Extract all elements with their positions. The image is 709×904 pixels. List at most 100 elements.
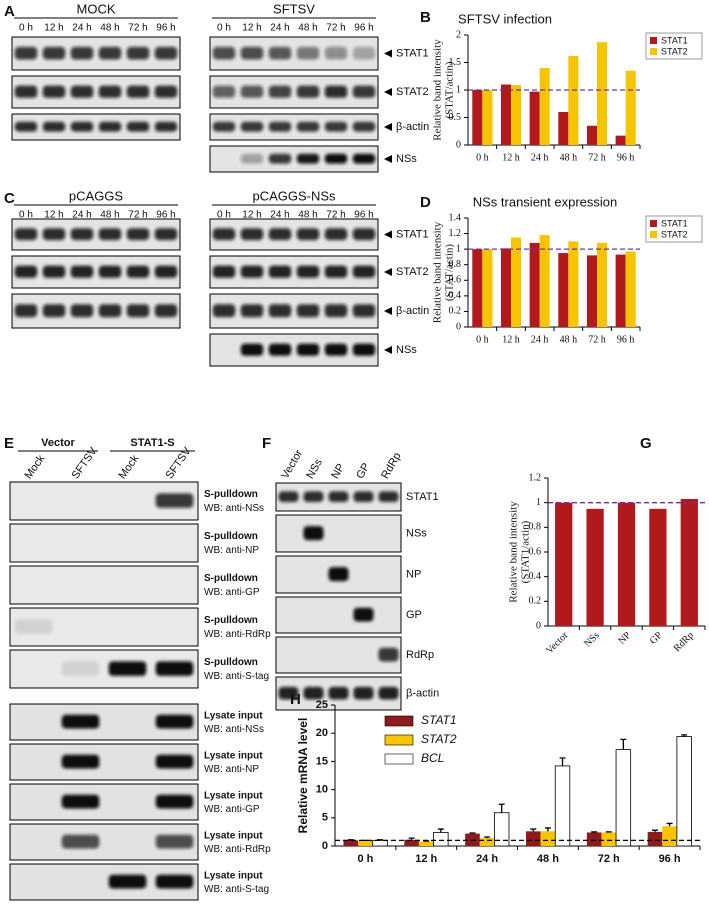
band xyxy=(353,686,374,700)
band xyxy=(154,304,178,318)
bar xyxy=(482,90,493,145)
blot xyxy=(9,703,199,741)
bar xyxy=(529,91,540,145)
lane-label: GP xyxy=(354,461,372,481)
x-tick-label: 48 h xyxy=(560,334,578,345)
arrow xyxy=(384,88,392,96)
band xyxy=(268,343,292,356)
bar xyxy=(586,508,604,626)
x-tick-label: NP xyxy=(616,630,633,647)
band xyxy=(70,228,94,241)
row-title: Lysate input xyxy=(204,871,263,882)
band xyxy=(14,228,38,241)
band xyxy=(324,265,348,278)
row-label: GP xyxy=(406,609,422,621)
y-axis-label: Relative band intensity xyxy=(432,39,444,141)
lane-label: Vector xyxy=(279,448,305,481)
lane-label: 72 h xyxy=(326,23,345,34)
blot-frame xyxy=(209,145,379,173)
band xyxy=(14,121,38,132)
band xyxy=(155,661,194,676)
blot-frame xyxy=(209,333,379,367)
arrow xyxy=(384,346,392,354)
band xyxy=(240,343,264,356)
blot xyxy=(9,783,199,821)
band xyxy=(296,121,320,132)
lane-label: 96 h xyxy=(354,210,373,221)
lane-label: SFTSV xyxy=(164,445,195,481)
panel-label: B xyxy=(420,9,431,26)
bar xyxy=(418,841,434,846)
legend-label: BCL xyxy=(421,751,444,765)
blot-frame xyxy=(209,255,379,289)
blot xyxy=(275,514,402,553)
band xyxy=(154,85,178,98)
y-tick-label: 0 xyxy=(322,840,328,852)
x-tick-label: 0 h xyxy=(357,853,373,865)
row-title: Lysate input xyxy=(204,751,263,762)
band xyxy=(212,85,236,98)
lane-label: 12 h xyxy=(44,23,63,34)
band xyxy=(154,121,178,132)
blot-frame xyxy=(11,218,181,251)
blot xyxy=(9,565,199,605)
band xyxy=(278,686,299,700)
x-tick-label: 72 h xyxy=(598,853,620,865)
chart: H Relative mRNA level 0 5 10 15 20 25 0 h 12 h 24 … xyxy=(290,691,701,865)
band xyxy=(154,228,178,241)
y-axis-label: Relative band intensity xyxy=(432,221,444,323)
row-title: Lysate input xyxy=(204,831,263,842)
row-title: S-pulldown xyxy=(204,573,258,584)
lane-label: 96 h xyxy=(354,23,373,34)
bar xyxy=(558,112,569,145)
band xyxy=(98,228,122,241)
bar xyxy=(472,249,483,327)
lane-label: 0 h xyxy=(217,23,231,34)
blot-frame xyxy=(209,75,379,109)
lane-label: 0 h xyxy=(19,210,33,221)
arrow xyxy=(384,230,392,239)
y-tick-label: 15 xyxy=(316,755,328,767)
band xyxy=(296,85,320,98)
blot-frame xyxy=(11,75,181,109)
blot xyxy=(11,218,181,251)
band xyxy=(352,228,376,241)
band xyxy=(352,121,376,132)
y-tick-label: 1 xyxy=(456,84,461,95)
legend-label: STAT2 xyxy=(661,229,688,239)
band xyxy=(353,607,374,622)
x-tick-label: 48 h xyxy=(560,152,578,163)
blot xyxy=(9,863,199,901)
lane-label: 48 h xyxy=(298,23,317,34)
blot-frame xyxy=(209,293,379,329)
blot-frame xyxy=(11,293,181,329)
arrow xyxy=(384,155,392,163)
legend-swatch xyxy=(650,37,657,44)
blot xyxy=(209,293,379,329)
band xyxy=(328,686,349,700)
blot xyxy=(209,113,379,141)
lane-label: 48 h xyxy=(100,210,119,221)
panel-label: C xyxy=(4,190,15,207)
band xyxy=(14,304,38,318)
lane-label: 96 h xyxy=(156,23,175,34)
band xyxy=(303,686,324,700)
blot xyxy=(275,555,402,594)
lane-label: 12 h xyxy=(242,23,261,34)
band xyxy=(42,46,66,60)
bar xyxy=(617,502,636,626)
chart-title: NSs transient expression xyxy=(473,194,618,209)
y-tick-label: 1 xyxy=(456,243,461,254)
blot xyxy=(275,596,402,634)
x-tick-label: 72 h xyxy=(588,152,606,163)
bar xyxy=(647,831,663,846)
blot xyxy=(275,636,402,674)
blot xyxy=(9,523,199,563)
legend-label: STAT1 xyxy=(661,218,688,228)
lane-label: 48 h xyxy=(100,23,119,34)
chart-title: SFTSV infection xyxy=(458,11,552,26)
lane-label: 12 h xyxy=(44,210,63,221)
lane-label: 0 h xyxy=(217,210,231,221)
y-tick-label: 0.2 xyxy=(529,596,542,607)
error-bar xyxy=(620,738,627,750)
